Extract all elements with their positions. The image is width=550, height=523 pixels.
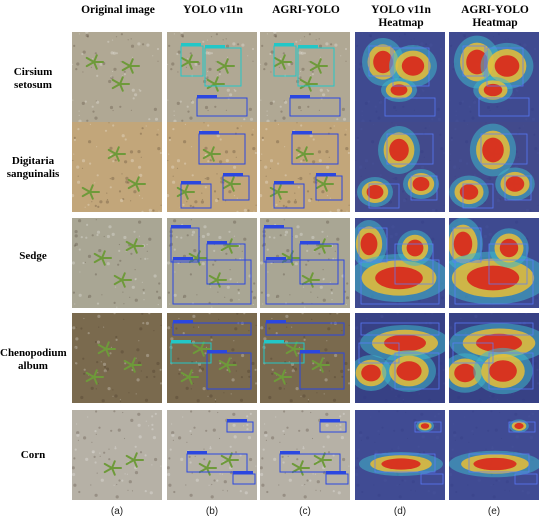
column-header-agri-heatmap: AGRI-YOLO Heatmap xyxy=(461,4,529,29)
image-tile-r2-c4 xyxy=(449,218,539,308)
column-header-agri: AGRI-YOLO xyxy=(272,4,340,16)
column-label-b: (b) xyxy=(205,506,219,517)
tile-graphic xyxy=(72,313,162,403)
image-tile-r4-c3 xyxy=(355,410,445,500)
tile-graphic xyxy=(260,32,350,122)
image-tile-r0-c0 xyxy=(72,32,162,122)
image-tile-r1-c3 xyxy=(355,122,445,212)
tile-graphic xyxy=(167,313,257,403)
column-label-d: (d) xyxy=(393,506,407,517)
image-tile-r2-c1 xyxy=(167,218,257,308)
tile-graphic xyxy=(260,122,350,212)
tile-graphic xyxy=(449,122,539,212)
tile-graphic xyxy=(449,410,539,500)
tile-graphic xyxy=(167,32,257,122)
tile-graphic xyxy=(355,32,445,122)
column-label-a: (a) xyxy=(110,506,124,517)
tile-graphic xyxy=(355,410,445,500)
column-header-yolo-heatmap: YOLO v11n Heatmap xyxy=(371,4,431,29)
image-tile-r4-c4 xyxy=(449,410,539,500)
tile-graphic xyxy=(449,218,539,308)
tile-graphic xyxy=(260,313,350,403)
column-label-e: (e) xyxy=(487,506,501,517)
row-label-sedge: Sedge xyxy=(19,250,47,262)
image-tile-r3-c2 xyxy=(260,313,350,403)
image-tile-r0-c1 xyxy=(167,32,257,122)
image-tile-r4-c1 xyxy=(167,410,257,500)
column-header-yolo: YOLO v11n xyxy=(183,4,243,16)
tile-graphic xyxy=(355,218,445,308)
image-tile-r1-c0 xyxy=(72,122,162,212)
tile-graphic xyxy=(72,32,162,122)
row-label-chenopodium: Chenopodium album xyxy=(0,347,67,372)
row-label-digitaria: Digitaria sanguinalis xyxy=(6,155,60,180)
image-tile-r3-c1 xyxy=(167,313,257,403)
tile-graphic xyxy=(449,32,539,122)
column-header-original: Original image xyxy=(81,4,155,16)
tile-graphic xyxy=(167,122,257,212)
image-tile-r2-c0 xyxy=(72,218,162,308)
column-label-c: (c) xyxy=(299,506,311,517)
row-label-cirsium: Cirsium setosum xyxy=(13,66,53,91)
image-tile-r0-c3 xyxy=(355,32,445,122)
image-tile-r0-c4 xyxy=(449,32,539,122)
image-tile-r1-c2 xyxy=(260,122,350,212)
image-tile-r3-c4 xyxy=(449,313,539,403)
image-tile-r1-c1 xyxy=(167,122,257,212)
tile-graphic xyxy=(260,410,350,500)
image-tile-r2-c2 xyxy=(260,218,350,308)
tile-graphic xyxy=(355,122,445,212)
image-tile-r1-c4 xyxy=(449,122,539,212)
image-tile-r3-c0 xyxy=(72,313,162,403)
tile-graphic xyxy=(72,410,162,500)
tile-graphic xyxy=(449,313,539,403)
tile-graphic xyxy=(167,218,257,308)
tile-graphic xyxy=(355,313,445,403)
tile-graphic xyxy=(72,218,162,308)
tile-graphic xyxy=(260,218,350,308)
image-tile-r4-c2 xyxy=(260,410,350,500)
image-tile-r4-c0 xyxy=(72,410,162,500)
tile-graphic xyxy=(167,410,257,500)
tile-graphic xyxy=(72,122,162,212)
row-label-corn: Corn xyxy=(20,449,46,461)
image-tile-r3-c3 xyxy=(355,313,445,403)
image-tile-r0-c2 xyxy=(260,32,350,122)
image-tile-r2-c3 xyxy=(355,218,445,308)
